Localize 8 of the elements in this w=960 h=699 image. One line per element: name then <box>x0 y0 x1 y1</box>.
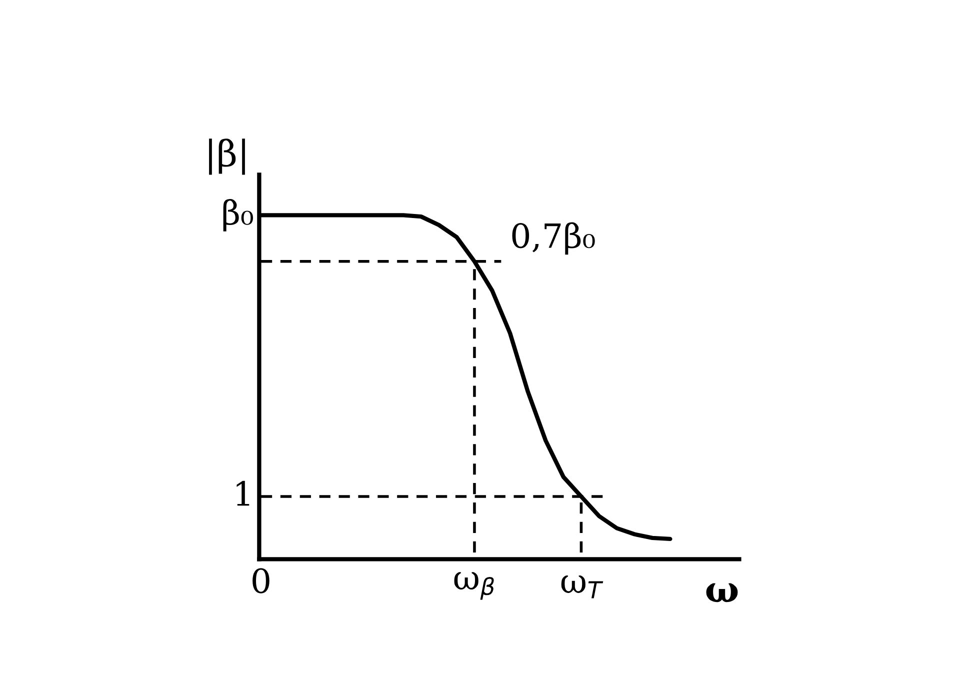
x-tick-label: ω$_{β}$ <box>454 572 494 600</box>
x-tick-label: ω$_{T}$ <box>561 576 604 598</box>
annotation: β₀ <box>223 199 253 232</box>
x-axis-title: ω <box>706 583 738 602</box>
y-axis-title: |β| <box>209 138 245 175</box>
x-tick-label: 0 <box>252 568 270 594</box>
annotation: 0,7β₀ <box>512 222 595 255</box>
annotation: 1 <box>236 480 250 506</box>
